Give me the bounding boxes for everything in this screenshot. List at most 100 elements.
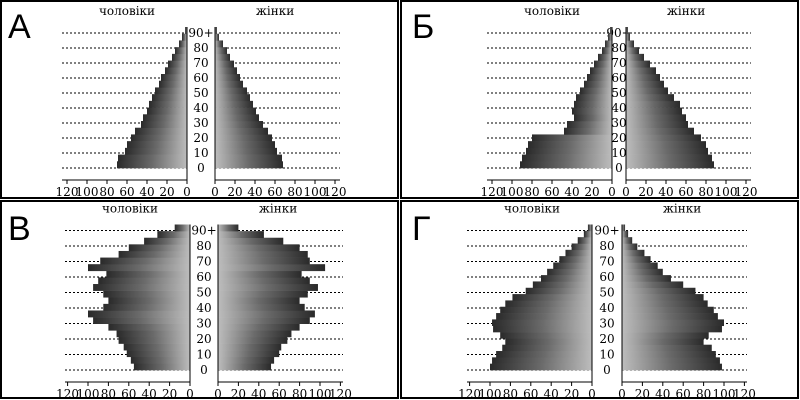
female-bar — [218, 363, 272, 371]
male-bar — [159, 80, 187, 88]
female-bar — [622, 300, 708, 308]
female-x-tick-label: 60 — [676, 387, 691, 400]
age-label: 80 — [193, 41, 208, 55]
female-bar — [622, 243, 638, 251]
age-label: 50 — [196, 286, 211, 300]
female-bar — [626, 33, 630, 41]
female-bar — [626, 87, 668, 95]
female-bar — [215, 134, 272, 142]
female-bar — [215, 47, 227, 55]
female-bar — [622, 294, 704, 301]
female-bar — [626, 154, 712, 162]
female-bar — [622, 262, 658, 270]
female-x-tick-label: 60 — [678, 185, 693, 199]
female-bar — [215, 161, 283, 169]
female-x-tick-label: 60 — [272, 387, 287, 400]
male-bar — [590, 67, 612, 75]
male-bar — [553, 262, 592, 270]
age-label: 40 — [196, 301, 211, 315]
age-label: 80 — [196, 239, 211, 253]
age-label: 30 — [599, 317, 614, 331]
male-bar — [520, 161, 612, 169]
male-bar — [98, 277, 190, 285]
male-bar — [577, 237, 592, 244]
age-label: 60 — [196, 270, 211, 284]
male-bar — [605, 40, 612, 48]
female-bar — [218, 343, 282, 351]
male-bar — [559, 256, 592, 263]
female-bar — [622, 351, 716, 358]
female-bar — [218, 317, 310, 325]
female-bar — [215, 80, 243, 88]
age-label: 20 — [193, 131, 208, 145]
female-bar — [218, 257, 310, 265]
male-bar — [576, 94, 612, 102]
male-bar — [118, 336, 190, 344]
male-bar — [496, 351, 592, 358]
male-x-tick-label: 0 — [588, 387, 596, 400]
male-bar — [133, 363, 190, 371]
male-bar — [505, 300, 592, 308]
male-bar — [149, 100, 187, 108]
male-x-tick-label: 20 — [162, 387, 177, 400]
female-x-tick-label: 100 — [715, 185, 738, 199]
female-bar — [215, 67, 237, 75]
female-bar — [215, 107, 256, 115]
age-label: 10 — [599, 348, 614, 362]
female-x-tick-label: 40 — [658, 185, 673, 199]
male-x-tick-label: 120 — [481, 185, 504, 199]
female-x-tick-label: 20 — [635, 387, 650, 400]
female-x-tick-label: 60 — [267, 185, 282, 199]
female-bar — [215, 87, 247, 95]
male-bar — [118, 154, 187, 162]
female-bar — [622, 249, 645, 257]
female-bar — [622, 237, 633, 244]
female-bar — [622, 344, 712, 352]
male-x-tick-label: 120 — [56, 387, 79, 400]
male-header: чоловіки — [102, 202, 158, 216]
age-label: 30 — [193, 116, 208, 130]
age-label: 0 — [603, 363, 611, 377]
age-label: 90+ — [188, 26, 213, 40]
female-bar — [626, 134, 701, 142]
female-bar — [218, 310, 315, 318]
age-label: 60 — [193, 71, 208, 85]
female-bar — [218, 303, 305, 311]
age-label: 60 — [611, 71, 626, 85]
male-bar — [174, 224, 190, 232]
female-x-tick-label: 0 — [618, 387, 626, 400]
male-bar — [532, 281, 592, 289]
age-label: 0 — [197, 161, 205, 175]
male-bar — [547, 268, 592, 276]
male-bar — [512, 294, 592, 301]
male-bar — [610, 27, 612, 35]
female-bar — [215, 127, 268, 135]
female-bar — [626, 114, 686, 122]
male-bar — [175, 47, 187, 55]
male-x-tick-label: 40 — [564, 185, 579, 199]
male-bar — [131, 134, 187, 142]
male-bar — [100, 257, 190, 265]
panel-label: Г — [412, 210, 430, 248]
age-label: 50 — [193, 86, 208, 100]
male-bar — [493, 325, 592, 333]
female-header: жінки — [663, 202, 701, 216]
male-bar — [144, 237, 190, 245]
age-label: 80 — [599, 239, 614, 253]
male-bar — [152, 94, 187, 102]
age-label: 40 — [611, 101, 626, 115]
female-bar — [626, 107, 682, 115]
female-x-tick-label: 120 — [324, 185, 347, 199]
female-bar — [218, 336, 288, 344]
male-bar — [165, 67, 187, 75]
age-label: 70 — [193, 56, 208, 70]
female-bar — [218, 250, 308, 258]
female-x-tick-label: 0 — [622, 185, 630, 199]
female-bar — [218, 290, 308, 298]
age-label: 70 — [611, 56, 626, 70]
male-bar — [88, 310, 190, 318]
female-x-tick-label: 100 — [304, 185, 327, 199]
male-bar — [567, 121, 612, 129]
